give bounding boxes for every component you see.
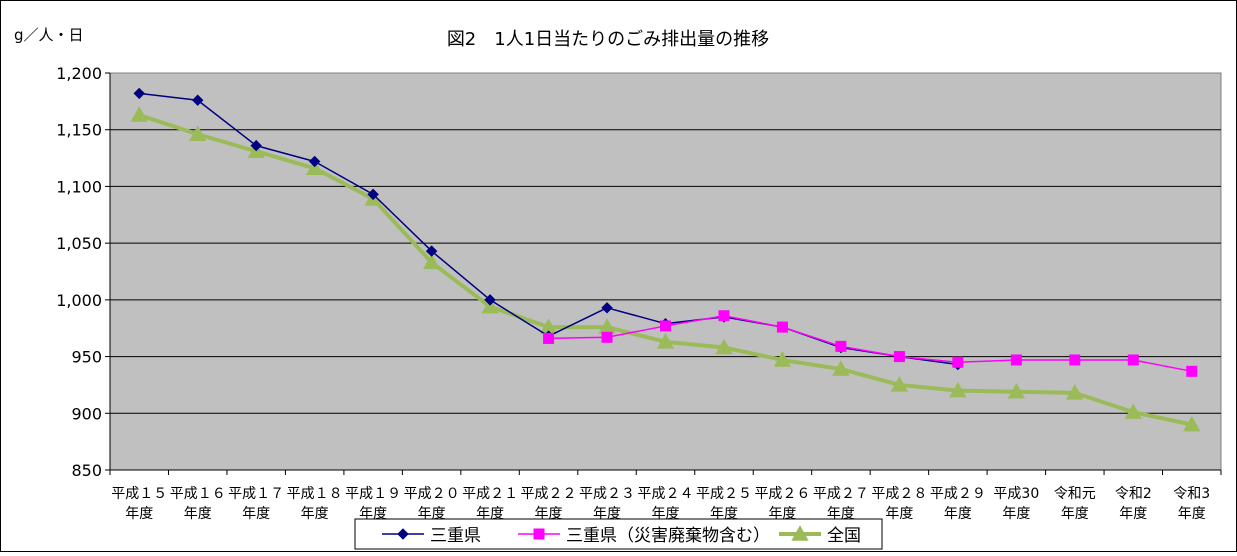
data-point bbox=[481, 297, 499, 314]
data-point bbox=[422, 253, 441, 270]
x-tick-label: 平成２７ bbox=[813, 486, 869, 502]
x-tick-label: 平成２９ bbox=[930, 486, 986, 502]
x-tick-label: 平成２１ bbox=[462, 486, 518, 502]
data-point bbox=[952, 356, 964, 368]
data-point bbox=[890, 376, 909, 392]
data-point bbox=[718, 310, 730, 322]
x-tick-label: 年度 bbox=[593, 506, 621, 522]
x-tick-label: 年度 bbox=[827, 506, 855, 522]
x-tick-label: 平成１９ bbox=[345, 486, 401, 502]
data-point bbox=[776, 321, 788, 333]
legend: 三重県 三重県（災害廃棄物含む） 全国 bbox=[354, 518, 883, 550]
x-tick-label: 年度 bbox=[1119, 506, 1147, 522]
data-point bbox=[130, 106, 148, 122]
plot-background bbox=[109, 72, 1222, 471]
data-point bbox=[533, 528, 545, 540]
data-point bbox=[192, 94, 204, 106]
data-point bbox=[601, 302, 613, 314]
unit-label: g／人・日 bbox=[14, 26, 84, 44]
legend-label: 三重県 bbox=[430, 526, 481, 546]
data-point bbox=[367, 188, 379, 201]
series-line bbox=[548, 314, 1192, 373]
x-tick-label: 年度 bbox=[1002, 506, 1030, 522]
legend-label: 三重県（災害廃棄物含む） bbox=[566, 526, 770, 546]
x-tick-label: 年度 bbox=[476, 506, 504, 522]
data-point bbox=[133, 87, 145, 100]
data-point bbox=[1124, 403, 1142, 419]
x-tick-label: 令和2 bbox=[1115, 486, 1152, 502]
x-tick-label: 平成２３ bbox=[579, 486, 635, 502]
x-tick-label: 平成２６ bbox=[754, 486, 810, 502]
data-point bbox=[660, 320, 671, 332]
y-tick-label: 1,000 bbox=[56, 291, 102, 310]
data-point bbox=[1183, 415, 1201, 432]
x-tick-label: 令和3 bbox=[1173, 486, 1210, 502]
legend-label: 全国 bbox=[827, 526, 861, 546]
x-tick-label: 年度 bbox=[885, 506, 913, 522]
data-point bbox=[715, 338, 733, 355]
y-tick-label: 900 bbox=[71, 404, 102, 423]
series-2 bbox=[130, 106, 1201, 432]
data-point bbox=[1007, 382, 1025, 399]
x-tick-label: 年度 bbox=[242, 506, 270, 522]
data-point bbox=[1127, 354, 1139, 366]
data-point bbox=[773, 351, 792, 367]
data-point bbox=[484, 294, 496, 306]
chart-title: 図2 1人1日当たりのごみ排出量の推移 bbox=[447, 29, 769, 50]
x-tick-label: 平成２２ bbox=[521, 486, 577, 502]
y-tick-label: 1,100 bbox=[56, 177, 102, 196]
data-point bbox=[397, 528, 409, 540]
x-tick-label: 年度 bbox=[768, 506, 796, 522]
data-point bbox=[308, 155, 321, 168]
data-point bbox=[949, 381, 967, 398]
x-tick-label: 平成１５ bbox=[111, 486, 167, 502]
data-point bbox=[1066, 384, 1084, 400]
plot-area: 850 900 950 1,000 1,050 1,100 1,150 1,200 平成１５ 年度… bbox=[56, 64, 1222, 522]
data-point bbox=[601, 331, 613, 343]
x-tick-label: 年度 bbox=[944, 506, 972, 522]
x-tick-label: 年度 bbox=[710, 506, 738, 522]
data-point bbox=[189, 125, 207, 141]
data-point bbox=[1069, 354, 1081, 366]
data-point bbox=[791, 525, 809, 541]
x-tick-label: 令和元 bbox=[1054, 486, 1096, 502]
data-point bbox=[1186, 365, 1198, 377]
data-point bbox=[835, 340, 847, 352]
x-tick-label: 平成30 bbox=[993, 486, 1039, 502]
data-point bbox=[893, 351, 905, 363]
x-tick-label: 平成２０ bbox=[404, 486, 460, 502]
x-tick-label: 年度 bbox=[652, 506, 680, 522]
data-point bbox=[306, 159, 324, 176]
y-tick-label: 1,050 bbox=[56, 234, 102, 253]
x-tick-label: 年度 bbox=[125, 506, 153, 522]
x-tick-label: 年度 bbox=[301, 506, 329, 522]
y-tick-label: 850 bbox=[71, 461, 102, 480]
x-tick-label: 平成１７ bbox=[228, 486, 284, 502]
x-tick-label: 年度 bbox=[1061, 506, 1089, 522]
y-tick-label: 1,200 bbox=[56, 64, 102, 83]
x-tick-label: 年度 bbox=[535, 506, 563, 522]
data-point bbox=[832, 360, 850, 376]
x-tick-label: 平成２５ bbox=[696, 486, 752, 502]
x-tick-label: 年度 bbox=[418, 506, 446, 522]
y-tick-label: 1,150 bbox=[56, 121, 102, 140]
data-point bbox=[656, 332, 675, 349]
x-tick-label: 平成１６ bbox=[170, 486, 226, 502]
x-tick-label: 平成１８ bbox=[287, 486, 343, 502]
x-tick-label: 平成２４ bbox=[638, 486, 694, 502]
data-point bbox=[1010, 354, 1022, 366]
x-tick-label: 年度 bbox=[359, 506, 387, 522]
data-point bbox=[250, 139, 262, 152]
y-tick-label: 950 bbox=[71, 348, 102, 367]
data-point bbox=[425, 245, 438, 257]
data-point bbox=[543, 332, 555, 344]
x-tick-label: 年度 bbox=[184, 506, 212, 522]
x-tick-label: 年度 bbox=[1178, 506, 1206, 522]
x-tick-label: 平成２８ bbox=[871, 486, 927, 502]
series-1 bbox=[543, 310, 1198, 377]
